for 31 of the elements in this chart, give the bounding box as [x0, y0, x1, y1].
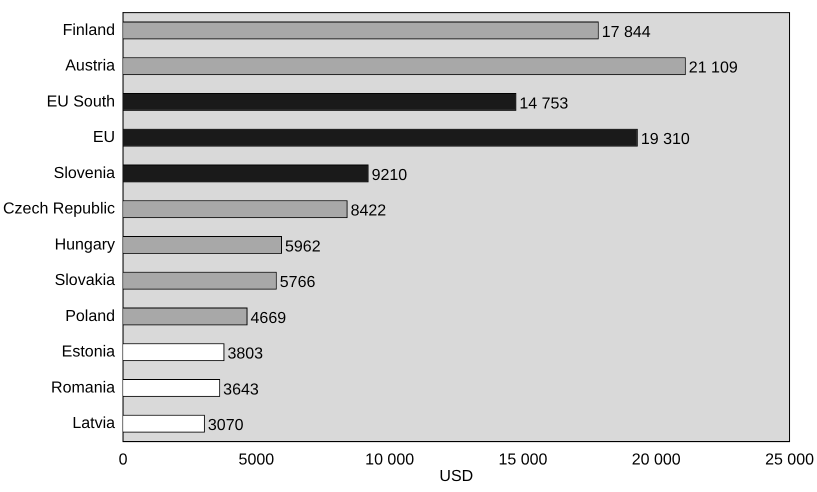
y-tick-label: Austria [65, 58, 116, 75]
data-label: 4669 [250, 310, 286, 327]
y-tick-label: Hungary [54, 236, 116, 254]
y-tick-label: Czech Republic [2, 200, 116, 218]
y-tick-label: Latvia [72, 415, 116, 432]
data-label: 5962 [284, 238, 321, 256]
y-tick-label: EU South [46, 93, 116, 110]
data-label: 3070 [208, 417, 244, 434]
data-label: 5766 [280, 274, 316, 292]
x-axis-title: USD [439, 468, 474, 485]
x-tick-label: 5000 [238, 452, 274, 469]
data-label: 21 109 [688, 60, 738, 77]
x-tick-label: 0 [118, 452, 128, 469]
x-tick-label: 25 000 [765, 452, 814, 469]
y-tick-label: Romania [51, 379, 116, 396]
data-label: 19 310 [640, 131, 690, 148]
y-tick-label: Slovenia [54, 164, 116, 182]
data-label: 14 753 [519, 95, 568, 112]
x-tick-label: 20 000 [632, 452, 681, 469]
y-tick-label: Finland [62, 22, 116, 39]
data-label: 3643 [223, 381, 259, 398]
y-tick-label: Poland [65, 308, 116, 325]
data-label: 9210 [372, 166, 408, 184]
x-tick-label: 15 000 [498, 452, 548, 469]
y-tick-label: Slovakia [54, 272, 116, 290]
y-tick-label: Estonia [62, 344, 116, 361]
x-tick-label: 10 000 [365, 452, 414, 469]
data-label: 17 844 [602, 24, 651, 41]
data-label: 3803 [227, 346, 264, 363]
data-label: 8422 [350, 202, 386, 220]
y-tick-label: EU [92, 129, 116, 146]
